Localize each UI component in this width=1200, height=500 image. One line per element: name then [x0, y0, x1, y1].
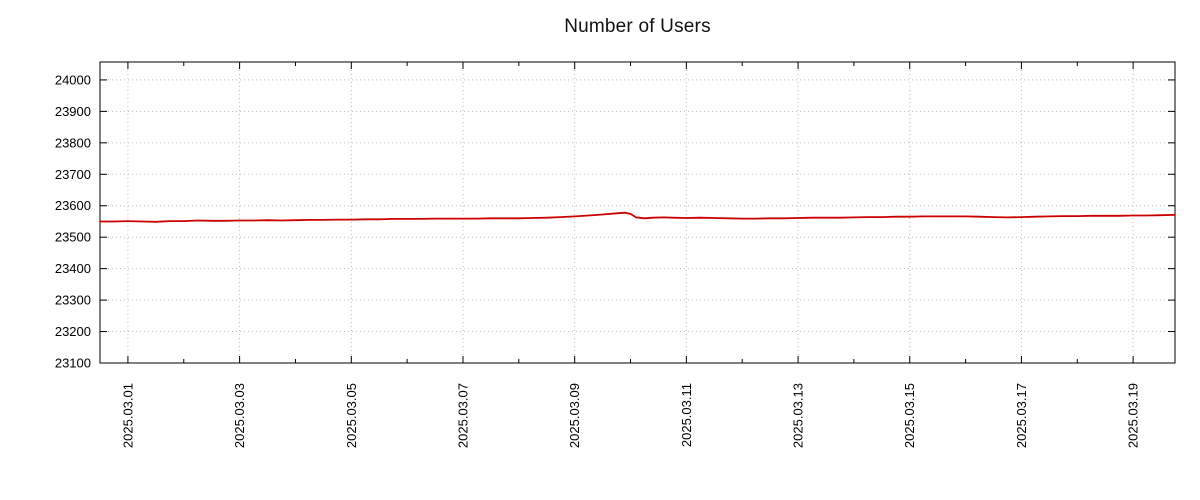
y-tick-label: 24000: [55, 72, 91, 87]
x-tick-label: 2025.03.07: [455, 383, 470, 448]
x-tick-label: 2025.03.19: [1126, 383, 1141, 448]
x-tick-label: 2025.03.15: [902, 383, 917, 448]
plot-border: [99, 61, 1176, 364]
y-tick-label: 23300: [55, 293, 91, 308]
y-tick-label: 23900: [55, 104, 91, 119]
x-tick-label: 2025.03.09: [567, 383, 582, 448]
x-tick-label: 2025.03.11: [679, 383, 694, 447]
x-tick-label: 2025.03.13: [791, 383, 806, 448]
x-tick-label: 2025.03.17: [1014, 383, 1029, 448]
y-tick-label: 23800: [55, 135, 91, 150]
y-tick-label: 23700: [55, 167, 91, 182]
y-tick-label: 23400: [55, 261, 91, 276]
y-tick-label: 23100: [55, 356, 91, 371]
y-tick-label: 23500: [55, 230, 91, 245]
x-tick-label: 2025.03.03: [232, 383, 247, 448]
y-tick-label: 23200: [55, 324, 91, 339]
x-tick-label: 2025.03.01: [120, 383, 135, 448]
chart-title: Number of Users: [564, 16, 711, 37]
x-tick-label: 2025.03.05: [344, 383, 359, 448]
y-tick-label: 23600: [55, 198, 91, 213]
series-line-users: [99, 211, 1176, 223]
